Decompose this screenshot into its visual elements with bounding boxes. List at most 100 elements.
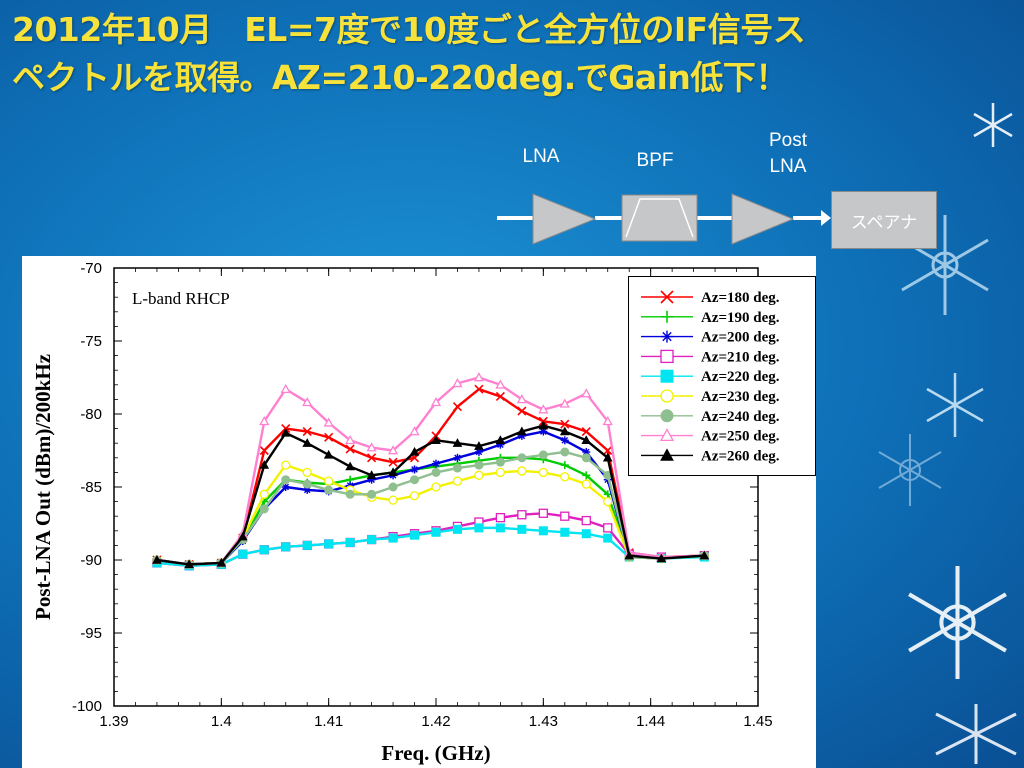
legend-entry: Az=250 deg. <box>641 428 780 445</box>
chart-legend: Az=180 deg. Az=190 deg. Az=200 deg. Az=210 … <box>628 276 816 476</box>
marker-shape <box>516 394 527 404</box>
marker-shape <box>656 553 667 563</box>
data-point <box>302 396 313 407</box>
data-point <box>409 491 420 501</box>
marker-stroke <box>475 448 483 456</box>
marker-shape <box>660 389 674 403</box>
data-point <box>581 435 592 444</box>
y-tick-label: -75 <box>80 333 102 350</box>
marker-shape <box>431 527 441 537</box>
marker-shape <box>517 524 527 534</box>
data-point <box>452 476 463 486</box>
marker-shape <box>659 428 675 442</box>
marker-stroke <box>660 290 674 304</box>
data-point <box>624 550 635 560</box>
snowflake-icon <box>935 704 1017 764</box>
snowflake-icon <box>878 434 942 506</box>
data-point <box>324 539 334 549</box>
marker-stroke <box>388 457 398 467</box>
marker-shape <box>581 435 592 444</box>
legend-label: Az=210 deg. <box>701 349 780 365</box>
data-point <box>560 461 569 470</box>
data-point <box>388 495 398 505</box>
marker-shape <box>603 496 613 507</box>
series-line <box>156 376 705 566</box>
data-point <box>560 419 570 429</box>
marker-shape <box>474 523 484 533</box>
y-tick-label: -95 <box>80 625 102 642</box>
marker-stroke <box>495 391 505 402</box>
slide-title-line-2: ペクトルを取得。AZ=210-220deg.でGain低下！ <box>12 58 788 97</box>
marker-shape <box>495 457 505 467</box>
data-point <box>495 457 505 467</box>
legend-marker <box>660 389 674 403</box>
x-tick-label: 1.45 <box>743 713 772 730</box>
slide-title-line-1: 2012年10月 EL=7度で10度ごと全方位のIF信号ス <box>12 10 806 49</box>
data-point <box>495 467 506 478</box>
data-point <box>538 404 549 414</box>
y-tick-label: -90 <box>80 552 102 569</box>
marker-shape <box>581 529 591 539</box>
data-point <box>495 391 505 402</box>
data-point <box>602 415 613 426</box>
data-point <box>474 447 483 456</box>
data-point <box>431 467 441 477</box>
marker-shape <box>560 447 570 457</box>
y-tick-label: -80 <box>80 406 102 423</box>
data-point <box>452 378 463 388</box>
marker-stroke <box>324 432 334 442</box>
data-point <box>517 453 527 463</box>
legend-label: Az=230 deg. <box>701 389 780 405</box>
marker-shape <box>388 482 398 492</box>
marker-stroke <box>540 428 547 435</box>
marker-stroke <box>411 466 418 473</box>
data-point <box>259 415 270 426</box>
marker-shape <box>367 535 377 545</box>
marker-shape <box>345 461 355 471</box>
marker-shape <box>538 526 548 536</box>
data-point <box>517 524 527 534</box>
data-point <box>281 475 291 485</box>
marker-shape <box>345 434 356 445</box>
data-point <box>345 434 356 445</box>
legend-svg: Az=180 deg. Az=190 deg. Az=200 deg. Az=210 … <box>641 290 780 464</box>
spectrum-analyzer-block: スペアナ <box>831 191 937 249</box>
data-point <box>409 426 420 436</box>
x-tick-label: 1.4 <box>211 713 232 730</box>
data-point <box>603 496 613 507</box>
marker-shape <box>581 453 591 463</box>
marker-shape <box>538 508 548 518</box>
x-tick-label: 1.41 <box>314 713 343 730</box>
marker-shape <box>302 396 313 407</box>
data-point <box>259 545 269 555</box>
data-point <box>474 460 484 470</box>
data-point <box>367 453 377 463</box>
legend-marker <box>659 428 675 442</box>
marker-shape <box>560 527 570 537</box>
marker-shape <box>409 426 420 436</box>
marker-shape <box>452 438 463 447</box>
data-point <box>345 444 355 454</box>
legend-label: Az=190 deg. <box>701 310 780 326</box>
marker-shape <box>409 446 420 456</box>
marker-shape <box>302 479 312 489</box>
arrow-head-icon <box>821 210 831 226</box>
data-point <box>237 531 248 541</box>
marker-shape <box>452 476 463 486</box>
bpf-passband-icon <box>625 198 694 238</box>
x-tick-label: 1.44 <box>636 713 665 730</box>
marker-shape <box>495 523 505 533</box>
post-lna-label-line-2: LNA <box>769 156 807 177</box>
data-point <box>324 432 334 442</box>
data-point <box>302 540 312 550</box>
data-point <box>388 533 398 543</box>
legend-entry: Az=230 deg. <box>641 389 780 405</box>
legend-entry: Az=240 deg. <box>641 409 780 425</box>
marker-shape <box>660 448 674 461</box>
legend-entry: Az=180 deg. <box>641 290 780 306</box>
marker-shape <box>237 531 248 541</box>
data-point <box>259 504 269 514</box>
data-point <box>559 398 570 408</box>
marker-shape <box>452 463 462 473</box>
data-point <box>281 542 291 552</box>
